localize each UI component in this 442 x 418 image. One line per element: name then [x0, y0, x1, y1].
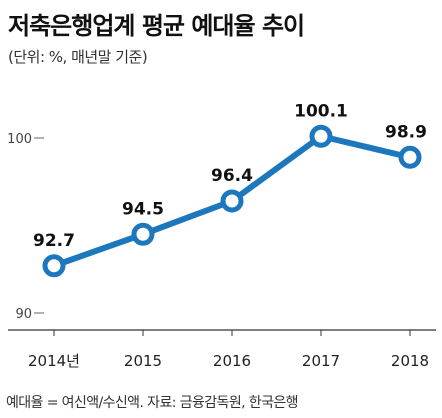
- data-label-3: 100.1: [294, 101, 348, 121]
- data-point-4: [398, 145, 422, 169]
- x-tick-label-3: 2017: [302, 352, 340, 370]
- chart-title: 저축은행업계 평균 예대율 추이: [8, 12, 305, 40]
- data-point-2: [220, 189, 244, 213]
- data-label-0: 92.7: [33, 231, 75, 251]
- data-point-3: [309, 124, 333, 148]
- data-label-1: 94.5: [122, 199, 164, 219]
- data-label-4: 98.9: [385, 122, 427, 142]
- y-axis: 90 100: [7, 132, 44, 322]
- data-label-2: 96.4: [211, 166, 253, 186]
- data-points: [42, 124, 422, 278]
- x-tick-label-4: 2018: [391, 352, 429, 370]
- x-axis: 2014년 2015 2016 2017 2018: [8, 329, 436, 370]
- data-point-0: [42, 254, 66, 278]
- data-point-1: [131, 222, 155, 246]
- y-tick-label-100: 100: [7, 132, 32, 147]
- x-tick-label-0: 2014년: [28, 352, 80, 370]
- data-labels: 92.7 94.5 96.4 100.1 98.9: [33, 101, 427, 251]
- chart-note: 예대율 = 여신액/수신액. 자료: 금융감독원, 한국은행: [6, 395, 299, 411]
- x-tick-label-2: 2016: [213, 352, 251, 370]
- chart-subtitle: (단위: %, 매년말 기준): [8, 48, 148, 66]
- x-tick-label-1: 2015: [124, 352, 162, 370]
- y-tick-label-90: 90: [15, 307, 32, 322]
